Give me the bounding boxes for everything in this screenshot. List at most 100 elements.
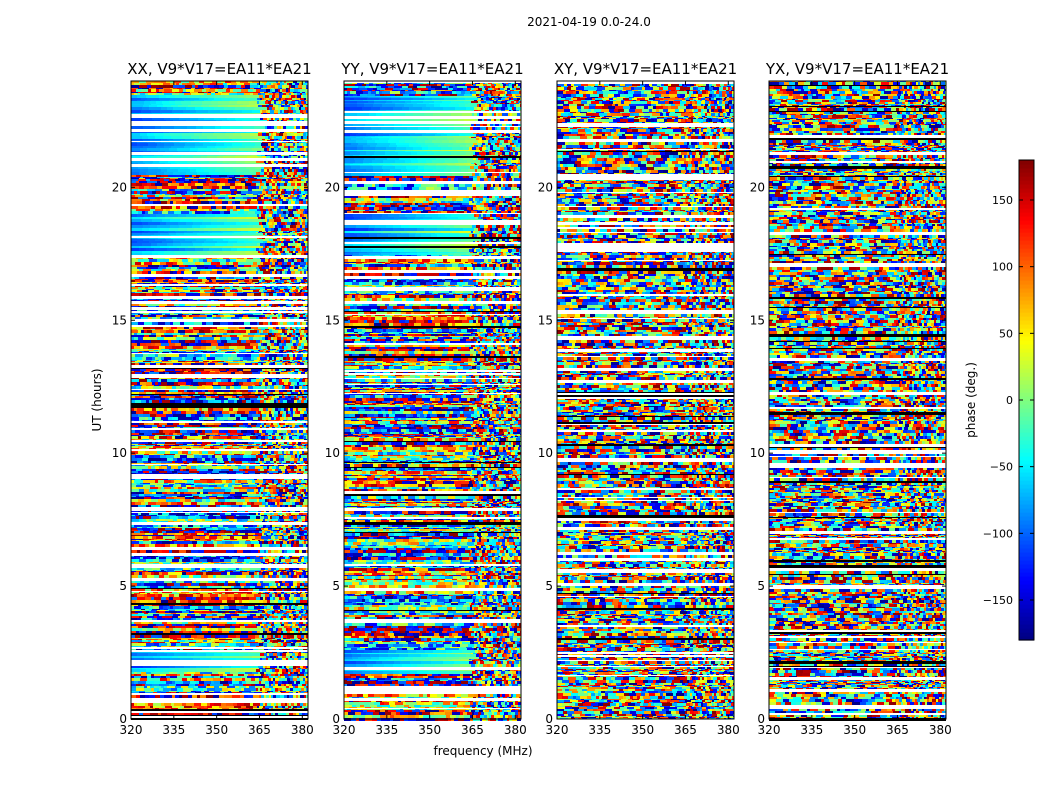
heatmap-cell (289, 211, 293, 214)
heatmap-cell (170, 314, 178, 315)
heatmap-cell (275, 362, 279, 363)
heatmap-cell (218, 362, 226, 363)
heatmap-cell (131, 269, 139, 271)
heatmap-cell (191, 306, 196, 307)
heatmap-cell (300, 89, 303, 92)
heatmap-cell (284, 235, 288, 236)
heatmap-cell (174, 395, 181, 396)
heatmap-cell (165, 214, 178, 217)
heatmap-cell (303, 143, 306, 146)
heatmap-cell (241, 282, 245, 283)
heatmap-cell (169, 179, 175, 181)
heatmap-cell (159, 400, 162, 403)
heatmap-cell (295, 136, 297, 139)
heatmap-cell (278, 267, 282, 269)
heatmap-cell (155, 194, 159, 195)
heatmap-cell (296, 167, 299, 169)
heatmap-cell (238, 361, 243, 362)
heatmap-cell (146, 343, 151, 346)
heatmap-cell (269, 304, 272, 306)
heatmap-cell (282, 277, 286, 279)
heatmap-cell (142, 139, 150, 140)
heatmap-cell (182, 83, 187, 85)
heatmap-cell (278, 386, 282, 389)
heatmap-cell (257, 214, 259, 217)
heatmap-cell (265, 372, 268, 374)
heatmap-cell (189, 411, 197, 414)
heatmap-cell (135, 317, 141, 319)
heatmap-cell (283, 140, 287, 141)
heatmap-cell (160, 228, 169, 231)
heatmap-cell (161, 343, 169, 346)
heatmap-cell (244, 178, 249, 179)
heatmap-cell (188, 189, 193, 191)
heatmap-cell (298, 253, 301, 255)
heatmap-cell (155, 280, 163, 282)
heatmap-cell (248, 333, 255, 335)
heatmap-cell (249, 280, 252, 282)
heatmap-cell (266, 89, 270, 92)
heatmap-cell (148, 290, 154, 292)
heatmap-cell (302, 222, 305, 225)
heatmap-cell (303, 313, 306, 314)
heatmap-cell (195, 93, 199, 95)
heatmap-cell (303, 350, 306, 351)
heatmap-cell (264, 360, 268, 361)
heatmap-cell (196, 169, 204, 172)
heatmap-cell (201, 340, 206, 343)
heatmap-cell (222, 271, 227, 274)
heatmap-cell (230, 340, 237, 343)
heatmap-cell (261, 169, 264, 172)
heatmap-cell (281, 408, 284, 411)
heatmap-cell (296, 113, 300, 114)
heatmap-cell (273, 217, 276, 219)
heatmap-cell (254, 239, 263, 241)
heatmap-cell (226, 155, 236, 156)
heatmap-cell (154, 155, 163, 156)
heatmap-cell (185, 282, 192, 283)
heatmap-cell (277, 251, 280, 253)
heatmap-cell (279, 362, 282, 363)
heatmap-cell (131, 378, 139, 379)
heatmap-cell (290, 385, 294, 386)
heatmap-cell (282, 161, 285, 163)
heatmap-cell (296, 287, 299, 289)
heatmap-cell (224, 343, 231, 346)
heatmap-cell (250, 201, 258, 204)
heatmap-cell (131, 189, 138, 191)
heatmap-cell (209, 265, 216, 267)
heatmap-cell (261, 88, 264, 89)
heatmap-cell (278, 139, 280, 140)
heatmap-cell (180, 371, 184, 372)
heatmap-cell (151, 243, 157, 246)
heatmap-cell (131, 379, 139, 382)
heatmap-cell (278, 322, 280, 325)
heatmap-cell (290, 313, 292, 314)
heatmap-cell (220, 371, 227, 372)
heatmap-cell (167, 107, 173, 110)
heatmap-cell (163, 132, 169, 133)
heatmap-cell (142, 420, 145, 421)
heatmap-cell (216, 315, 220, 317)
heatmap-cell (223, 232, 234, 233)
heatmap-cell (276, 98, 279, 100)
heatmap-cell (187, 206, 191, 209)
heatmap-cell (289, 93, 291, 95)
heatmap-cell (268, 231, 271, 232)
heatmap-cell (293, 379, 297, 382)
heatmap-cell (203, 352, 211, 353)
heatmap-cell (136, 209, 142, 211)
heatmap-cell (274, 269, 276, 271)
heatmap-cell (251, 350, 258, 351)
heatmap-cell (131, 363, 135, 365)
heatmap-cell (276, 314, 278, 315)
heatmap-cell (193, 317, 199, 319)
heatmap-cell (265, 363, 269, 365)
heatmap-cell (131, 408, 134, 411)
heatmap-cell (213, 133, 225, 136)
heatmap-cell (302, 392, 304, 394)
heatmap-cell (304, 390, 307, 392)
heatmap-cell (231, 194, 236, 195)
heatmap-cell (137, 283, 143, 284)
heatmap-cell (211, 101, 218, 104)
